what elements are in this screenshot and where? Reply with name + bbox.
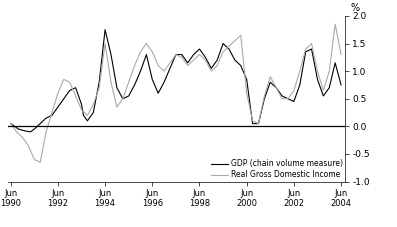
Legend: GDP (chain volume measure), Real Gross Domestic Income: GDP (chain volume measure), Real Gross D… xyxy=(211,159,343,179)
Real Gross Domestic Income xyxy=(239,34,243,37)
Real Gross Domestic Income xyxy=(8,122,13,125)
Real Gross Domestic Income xyxy=(20,136,25,139)
GDP (chain volume measure) xyxy=(91,111,96,114)
Real Gross Domestic Income xyxy=(333,23,337,25)
GDP (chain volume measure) xyxy=(239,64,243,67)
Real Gross Domestic Income xyxy=(244,92,249,95)
Real Gross Domestic Income xyxy=(156,64,160,67)
Real Gross Domestic Income xyxy=(339,53,343,56)
Line: Real Gross Domestic Income: Real Gross Domestic Income xyxy=(11,24,341,162)
GDP (chain volume measure) xyxy=(327,86,331,89)
GDP (chain volume measure) xyxy=(339,84,343,86)
GDP (chain volume measure) xyxy=(8,122,13,125)
Line: GDP (chain volume measure): GDP (chain volume measure) xyxy=(11,30,341,132)
Real Gross Domestic Income xyxy=(103,42,108,45)
GDP (chain volume measure) xyxy=(85,119,90,122)
Text: %: % xyxy=(351,3,360,13)
Real Gross Domestic Income xyxy=(26,144,31,147)
GDP (chain volume measure) xyxy=(28,131,33,133)
Real Gross Domestic Income xyxy=(38,161,42,164)
GDP (chain volume measure) xyxy=(297,84,302,86)
GDP (chain volume measure) xyxy=(262,97,267,100)
GDP (chain volume measure) xyxy=(103,28,108,31)
